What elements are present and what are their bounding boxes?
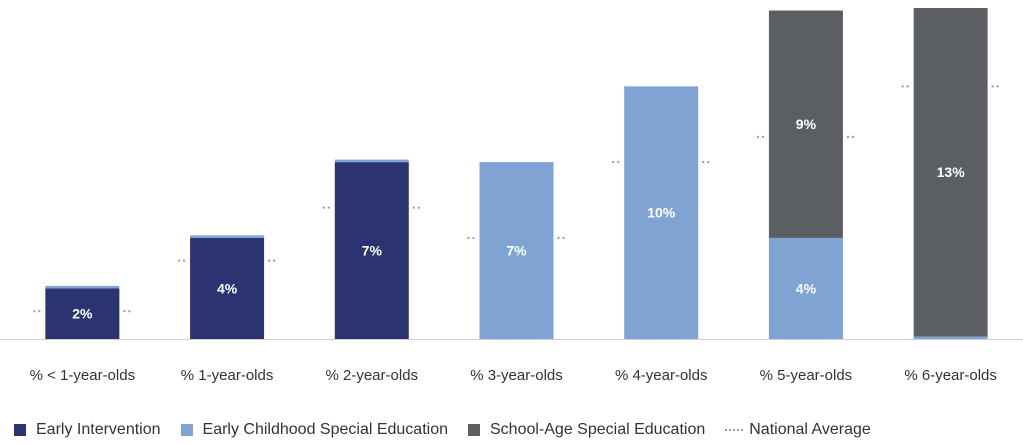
bar-segment-0-0 [45,288,120,339]
bar-segment-1-6 [913,336,988,339]
data-label-2-5: 9% [796,116,817,132]
bar-segment-2-5 [768,10,843,238]
bar-segment-1-5 [768,237,843,339]
bar-segment-1-4 [624,86,699,339]
data-label-1-3: 7% [506,243,527,259]
x-tick-label-6: % 6-year-olds [904,367,997,384]
legend-label-school-age: School-Age Special Education [490,421,706,438]
bar-segment-0-1 [190,237,265,339]
legend-label-early-childhood: Early Childhood Special Education [202,421,448,438]
legend-swatch-school-age [468,424,480,436]
x-tick-label-0: % < 1-year-olds [30,367,135,384]
bar-segment-2-6 [913,8,988,337]
x-tick-label-4: % 4-year-olds [615,367,708,384]
data-label-1-4: 10% [647,205,676,221]
legend-dots-national-average [725,429,744,431]
bar-segment-1-2 [334,159,409,163]
bar-segment-1-0 [45,285,120,289]
data-label-1-5: 4% [796,280,817,296]
legend-item-early-intervention: Early Intervention [14,421,161,439]
legend-label-national-average: National Average [749,421,871,438]
data-label-0-2: 7% [362,243,383,259]
data-label-0-0: 2% [72,306,93,322]
legend-swatch-early-intervention [14,424,26,436]
bar-segment-0-2 [334,162,409,339]
data-label-2-6: 13% [937,164,966,180]
x-tick-label-3: % 3-year-olds [470,367,563,384]
bar-segment-1-3 [479,162,554,339]
legend-item-school-age: School-Age Special Education [468,421,705,439]
x-tick-label-2: % 2-year-olds [326,367,419,384]
legend-label-early-intervention: Early Intervention [36,421,161,438]
x-tick-label-5: % 5-year-olds [760,367,853,384]
legend-item-national-average: National Average [725,421,871,439]
bar-segment-1-1 [190,235,265,238]
legend: Early Intervention Early Childhood Speci… [14,421,891,439]
legend-item-early-childhood: Early Childhood Special Education [180,421,448,439]
data-label-0-1: 4% [217,280,238,296]
legend-swatch-early-childhood [180,424,193,436]
x-tick-label-1: % 1-year-olds [181,367,274,384]
